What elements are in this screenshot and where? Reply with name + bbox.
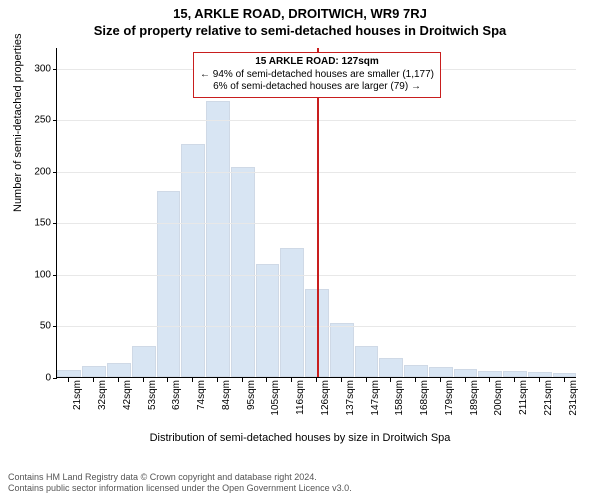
xtick-label: 63sqm xyxy=(171,380,182,410)
bar xyxy=(107,363,131,377)
bar xyxy=(280,248,304,377)
plot-wrapper: 05010015020025030015 ARKLE ROAD: 127sqm←… xyxy=(56,48,576,416)
xtick-label: 231sqm xyxy=(568,380,579,416)
bar xyxy=(330,323,354,377)
chart-title-address: 15, ARKLE ROAD, DROITWICH, WR9 7RJ xyxy=(0,0,600,21)
ytick-mark xyxy=(53,69,57,70)
xtick-mark xyxy=(316,378,317,382)
bar xyxy=(553,373,577,377)
xtick-label: 158sqm xyxy=(394,380,405,416)
xtick-label: 200sqm xyxy=(493,380,504,416)
xtick-mark xyxy=(341,378,342,382)
ytick-label: 50 xyxy=(40,321,51,332)
xtick-label: 74sqm xyxy=(196,380,207,410)
ytick-label: 0 xyxy=(45,373,51,384)
xtick-mark xyxy=(192,378,193,382)
xtick-label: 168sqm xyxy=(419,380,430,416)
ytick-label: 200 xyxy=(34,166,51,177)
xtick-mark xyxy=(167,378,168,382)
bar xyxy=(355,346,379,377)
xtick-label: 116sqm xyxy=(295,380,306,415)
xtick-label: 95sqm xyxy=(246,380,257,410)
xtick-mark xyxy=(564,378,565,382)
xtick-mark xyxy=(390,378,391,382)
bar xyxy=(181,144,205,377)
xtick-label: 189sqm xyxy=(469,380,480,416)
xtick-mark xyxy=(68,378,69,382)
xtick-label: 42sqm xyxy=(122,380,133,410)
xtick-label: 147sqm xyxy=(370,380,381,416)
callout-line-3: 6% of semi-detached houses are larger (7… xyxy=(200,81,434,94)
bar xyxy=(404,365,428,377)
footnote: Contains HM Land Registry data © Crown c… xyxy=(8,472,352,495)
xtick-mark xyxy=(266,378,267,382)
xtick-mark xyxy=(93,378,94,382)
bar xyxy=(231,167,255,377)
ytick-mark xyxy=(53,120,57,121)
bar xyxy=(528,372,552,377)
xtick-mark xyxy=(242,378,243,382)
ytick-label: 150 xyxy=(34,218,51,229)
ytick-mark xyxy=(53,275,57,276)
ytick-mark xyxy=(53,172,57,173)
xtick-mark xyxy=(440,378,441,382)
xtick-mark xyxy=(489,378,490,382)
bar xyxy=(132,346,156,377)
xtick-mark xyxy=(514,378,515,382)
xtick-mark xyxy=(118,378,119,382)
bar xyxy=(82,366,106,377)
bar xyxy=(256,264,280,377)
xtick-label: 137sqm xyxy=(345,380,356,416)
ytick-label: 250 xyxy=(34,115,51,126)
xtick-label: 221sqm xyxy=(543,380,554,416)
xtick-label: 53sqm xyxy=(147,380,158,410)
xtick-mark xyxy=(539,378,540,382)
bar xyxy=(57,370,81,377)
callout-line-2: ← 94% of semi-detached houses are smalle… xyxy=(200,69,434,82)
footnote-line-1: Contains HM Land Registry data © Crown c… xyxy=(8,472,352,483)
bar xyxy=(454,369,478,377)
ytick-mark xyxy=(53,378,57,379)
xtick-label: 32sqm xyxy=(97,380,108,410)
x-axis-label: Distribution of semi-detached houses by … xyxy=(0,432,600,444)
y-axis-label: Number of semi-detached properties xyxy=(12,33,24,212)
xtick-mark xyxy=(143,378,144,382)
xtick-label: 21sqm xyxy=(72,380,83,410)
chart-container: { "title_line1": "15, ARKLE ROAD, DROITW… xyxy=(0,0,600,500)
ytick-mark xyxy=(53,326,57,327)
xtick-mark xyxy=(366,378,367,382)
xtick-mark xyxy=(415,378,416,382)
xtick-label: 126sqm xyxy=(320,380,331,416)
xtick-mark xyxy=(291,378,292,382)
xtick-label: 211sqm xyxy=(518,380,529,415)
chart-title-subtitle: Size of property relative to semi-detach… xyxy=(0,21,600,38)
bar xyxy=(478,371,502,377)
ytick-label: 100 xyxy=(34,269,51,280)
xtick-label: 105sqm xyxy=(270,380,281,416)
xtick-mark xyxy=(217,378,218,382)
bar xyxy=(379,358,403,377)
bar xyxy=(429,367,453,377)
callout-box: 15 ARKLE ROAD: 127sqm← 94% of semi-detac… xyxy=(193,52,441,98)
callout-line-1: 15 ARKLE ROAD: 127sqm xyxy=(200,56,434,69)
bar xyxy=(206,101,230,377)
footnote-line-2: Contains public sector information licen… xyxy=(8,483,352,494)
bar xyxy=(503,371,527,377)
ytick-mark xyxy=(53,223,57,224)
xtick-mark xyxy=(465,378,466,382)
bar xyxy=(157,191,181,377)
ytick-label: 300 xyxy=(34,63,51,74)
plot-area: 05010015020025030015 ARKLE ROAD: 127sqm←… xyxy=(56,48,576,378)
xtick-label: 179sqm xyxy=(444,380,455,416)
xtick-label: 84sqm xyxy=(221,380,232,410)
